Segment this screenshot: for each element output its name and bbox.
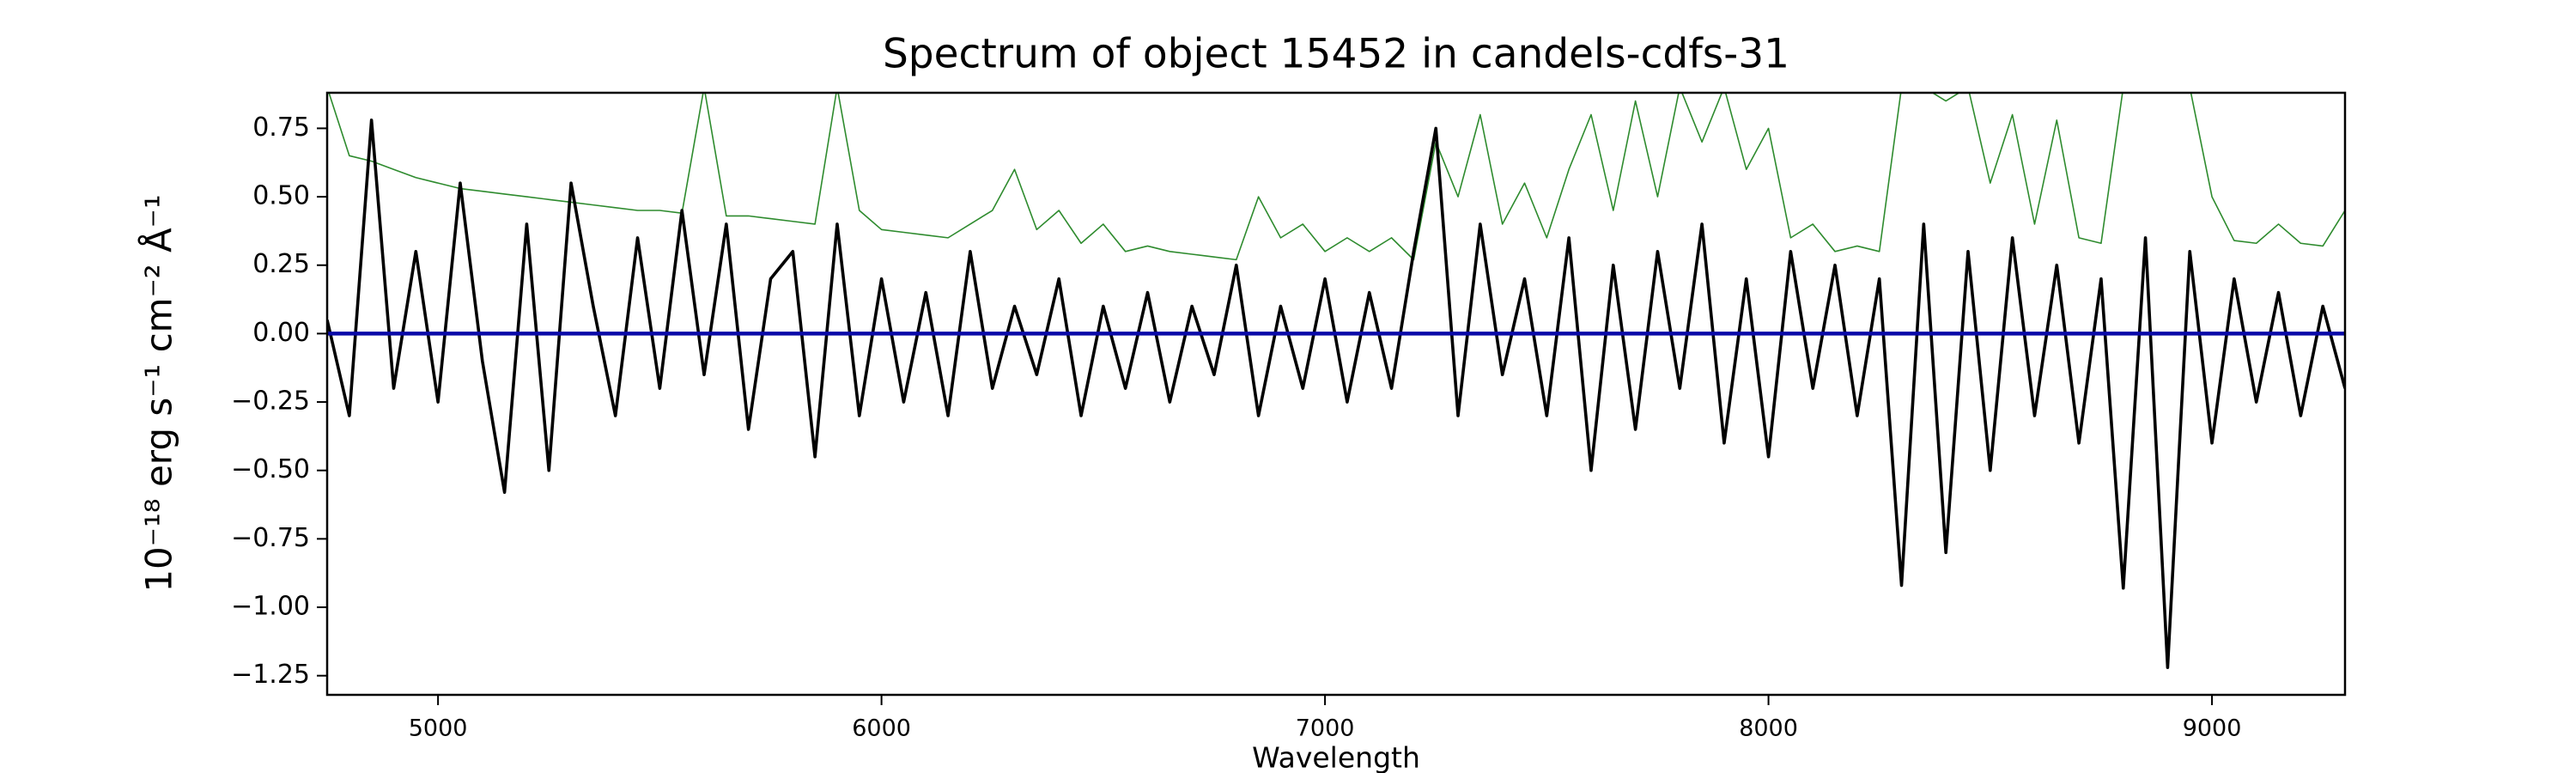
y-tick-label: −0.50 — [231, 454, 310, 484]
y-tick-label: −0.75 — [231, 523, 310, 553]
x-tick-label: 6000 — [852, 715, 911, 742]
y-tick-label: 0.75 — [252, 113, 310, 143]
axes-frame — [325, 91, 2347, 697]
y-axis-label: 10⁻¹⁸ erg s⁻¹ cm⁻² Å⁻¹ — [137, 194, 180, 592]
chart-title: Spectrum of object 15452 in candels-cdfs… — [883, 31, 1789, 78]
spectrum-line — [328, 93, 2345, 261]
spectrum-line — [327, 119, 2345, 669]
plot-area — [327, 93, 2345, 669]
x-tick-label: 7000 — [1296, 715, 1355, 742]
y-tick-label: 0.00 — [252, 318, 310, 348]
x-axis-label: Wavelength — [1252, 741, 1420, 773]
x-tick-label: 9000 — [2183, 715, 2242, 742]
y-tick-label: 0.50 — [252, 181, 310, 211]
x-tick-label: 5000 — [409, 715, 468, 742]
x-tick-label: 8000 — [1739, 715, 1798, 742]
y-tick-label: −1.25 — [231, 660, 310, 690]
y-tick-label: −0.25 — [231, 386, 310, 417]
y-tick-label: 0.25 — [252, 249, 310, 279]
y-tick-label: −1.00 — [231, 592, 310, 622]
